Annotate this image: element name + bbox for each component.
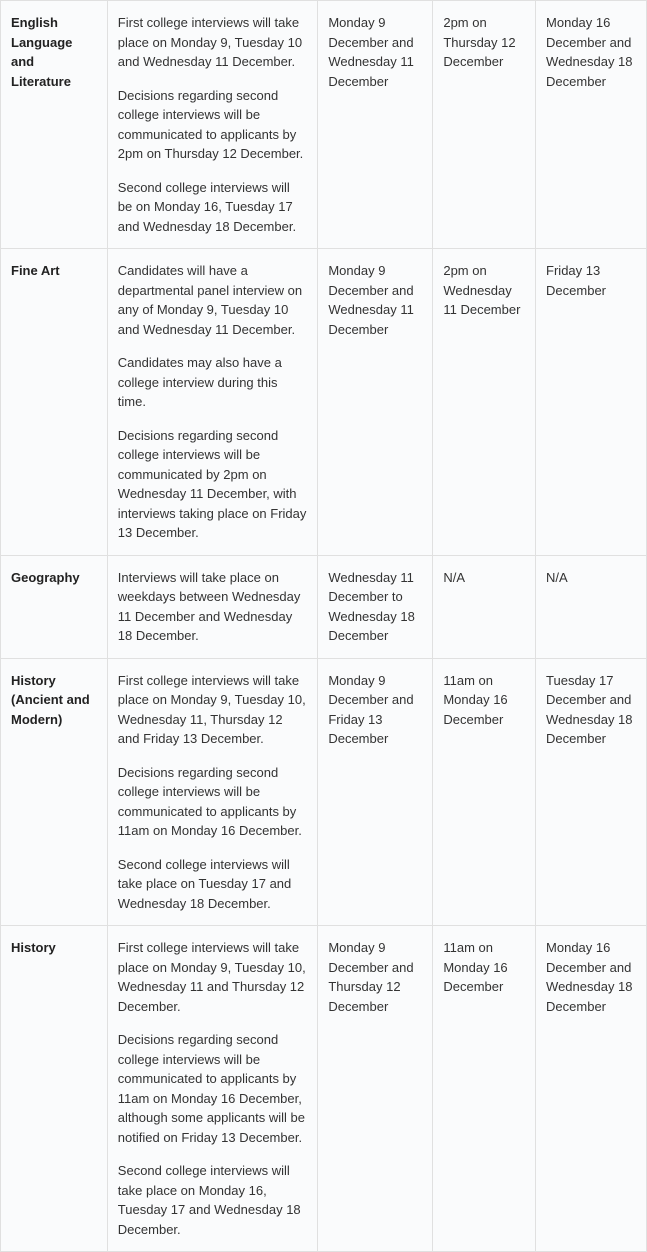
subject-cell: History (Ancient and Modern) <box>1 658 108 926</box>
second-interview-dates-cell: Monday 16 December and Wednesday 18 Dece… <box>536 1 647 249</box>
subject-cell: Fine Art <box>1 249 108 556</box>
description-paragraph: Candidates will have a departmental pane… <box>118 261 308 339</box>
first-interview-dates-cell: Wednesday 11 December to Wednesday 18 De… <box>318 555 433 658</box>
subject-cell: Geography <box>1 555 108 658</box>
first-interview-dates-cell: Monday 9 December and Wednesday 11 Decem… <box>318 1 433 249</box>
decision-deadline-cell: 11am on Monday 16 December <box>433 658 536 926</box>
second-interview-dates-cell: Friday 13 December <box>536 249 647 556</box>
subject-cell: History <box>1 926 108 1252</box>
second-interview-dates-cell: N/A <box>536 555 647 658</box>
description-cell: Candidates will have a departmental pane… <box>107 249 318 556</box>
description-paragraph: First college interviews will take place… <box>118 13 308 72</box>
description-paragraph: Decisions regarding second college inter… <box>118 1030 308 1147</box>
first-interview-dates-cell: Monday 9 December and Friday 13 December <box>318 658 433 926</box>
first-interview-dates-cell: Monday 9 December and Thursday 12 Decemb… <box>318 926 433 1252</box>
description-cell: First college interviews will take place… <box>107 658 318 926</box>
description-paragraph: Second college interviews will take plac… <box>118 1161 308 1239</box>
table-body: English Language and LiteratureFirst col… <box>1 1 647 1252</box>
description-paragraph: First college interviews will take place… <box>118 671 308 749</box>
decision-deadline-cell: N/A <box>433 555 536 658</box>
decision-deadline-cell: 2pm on Wednesday 11 December <box>433 249 536 556</box>
decision-deadline-cell: 2pm on Thursday 12 December <box>433 1 536 249</box>
subject-cell: English Language and Literature <box>1 1 108 249</box>
table-row: Fine ArtCandidates will have a departmen… <box>1 249 647 556</box>
description-paragraph: Decisions regarding second college inter… <box>118 763 308 841</box>
description-cell: First college interviews will take place… <box>107 926 318 1252</box>
description-paragraph: Decisions regarding second college inter… <box>118 426 308 543</box>
table-row: History (Ancient and Modern)First colleg… <box>1 658 647 926</box>
table-row: HistoryFirst college interviews will tak… <box>1 926 647 1252</box>
interview-schedule-table: English Language and LiteratureFirst col… <box>0 0 647 1252</box>
description-paragraph: Decisions regarding second college inter… <box>118 86 308 164</box>
second-interview-dates-cell: Tuesday 17 December and Wednesday 18 Dec… <box>536 658 647 926</box>
second-interview-dates-cell: Monday 16 December and Wednesday 18 Dece… <box>536 926 647 1252</box>
description-paragraph: Interviews will take place on weekdays b… <box>118 568 308 646</box>
description-paragraph: Second college interviews will take plac… <box>118 855 308 914</box>
description-paragraph: Candidates may also have a college inter… <box>118 353 308 412</box>
first-interview-dates-cell: Monday 9 December and Wednesday 11 Decem… <box>318 249 433 556</box>
description-paragraph: First college interviews will take place… <box>118 938 308 1016</box>
decision-deadline-cell: 11am on Monday 16 December <box>433 926 536 1252</box>
description-cell: Interviews will take place on weekdays b… <box>107 555 318 658</box>
table-row: English Language and LiteratureFirst col… <box>1 1 647 249</box>
description-paragraph: Second college interviews will be on Mon… <box>118 178 308 237</box>
table-row: GeographyInterviews will take place on w… <box>1 555 647 658</box>
description-cell: First college interviews will take place… <box>107 1 318 249</box>
